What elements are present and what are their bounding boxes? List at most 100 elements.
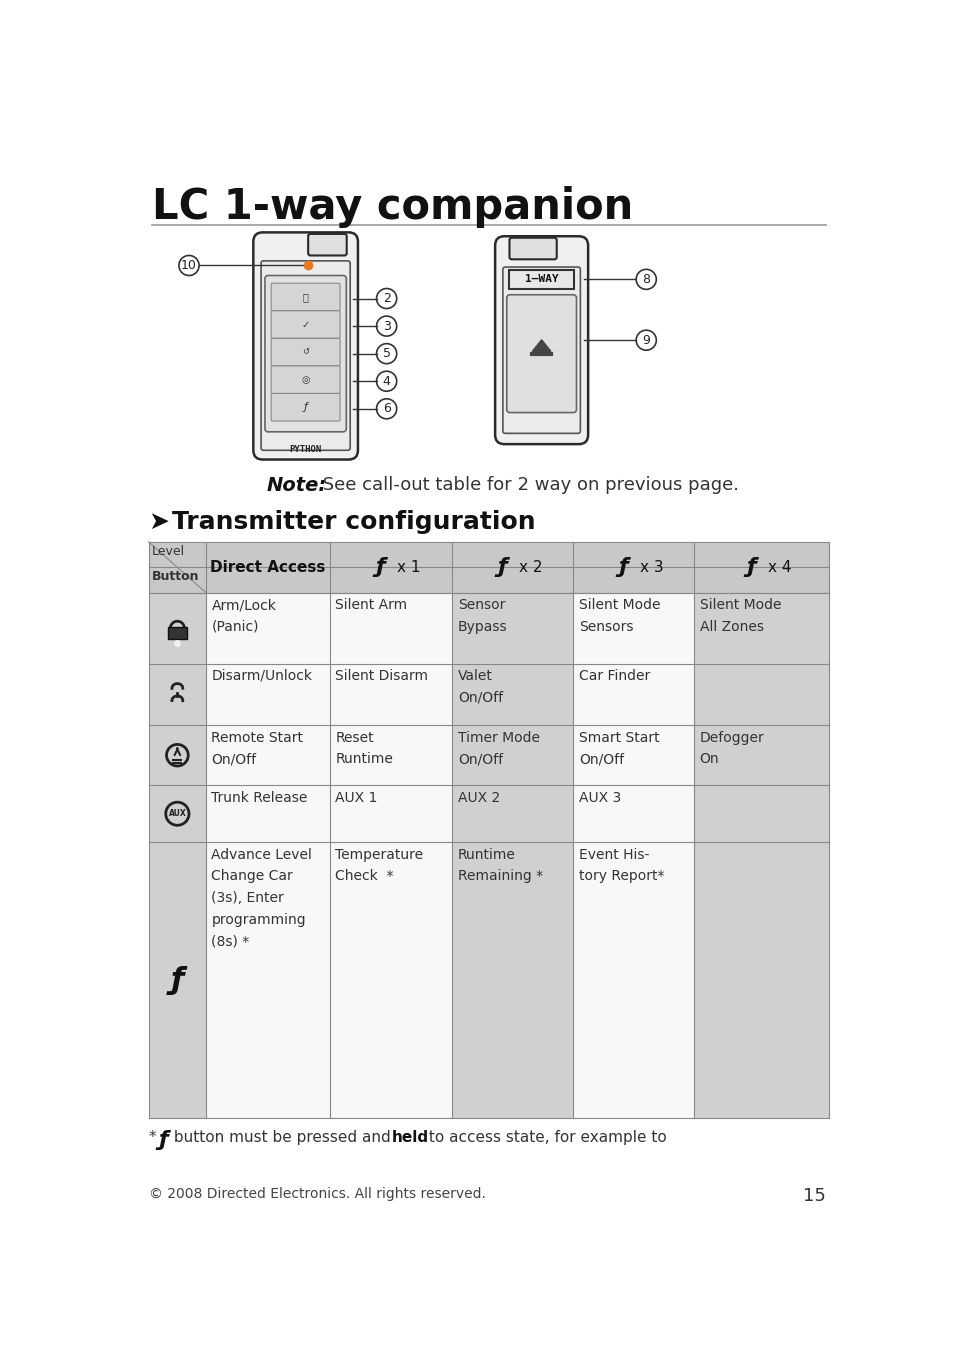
Text: ƒ: ƒ [171, 965, 184, 995]
Text: Runtime
Remaining *: Runtime Remaining * [457, 848, 542, 883]
Text: Disarm/Unlock: Disarm/Unlock [212, 669, 313, 684]
Text: Level: Level [152, 545, 185, 559]
FancyBboxPatch shape [506, 295, 576, 413]
Bar [694, 593, 828, 663]
Bar [573, 786, 694, 843]
Text: button must be pressed and: button must be pressed and [169, 1131, 395, 1146]
Text: Trunk Release: Trunk Release [212, 791, 308, 805]
Bar [330, 843, 452, 1118]
Bar [330, 786, 452, 843]
Text: Arm/Lock
(Panic): Arm/Lock (Panic) [212, 598, 276, 633]
Text: 8: 8 [641, 273, 650, 285]
Bar [206, 663, 330, 726]
Text: 15: 15 [802, 1188, 825, 1205]
Text: ƒ: ƒ [303, 402, 307, 412]
FancyBboxPatch shape [271, 283, 340, 311]
Bar [452, 726, 573, 786]
Text: x 4: x 4 [767, 560, 791, 575]
Bar [149, 843, 206, 1118]
Text: AUX 1: AUX 1 [335, 791, 377, 805]
Text: Note:: Note: [266, 477, 326, 496]
Bar [694, 663, 828, 726]
Text: ƒ: ƒ [375, 557, 385, 578]
Text: 1–WAY: 1–WAY [524, 275, 558, 284]
Bar [330, 663, 452, 726]
Text: 6: 6 [382, 402, 390, 416]
Bar [573, 726, 694, 786]
Text: Silent Disarm: Silent Disarm [335, 669, 428, 684]
Bar [149, 786, 206, 843]
Text: Timer Mode
On/Off: Timer Mode On/Off [457, 731, 539, 766]
FancyBboxPatch shape [271, 338, 340, 366]
Text: ƒ: ƒ [158, 1131, 168, 1150]
Bar [452, 593, 573, 663]
Text: LC 1-way companion: LC 1-way companion [152, 186, 633, 228]
Text: ◎: ◎ [301, 375, 310, 385]
Text: See call-out table for 2 way on previous page.: See call-out table for 2 way on previous… [316, 477, 739, 495]
FancyBboxPatch shape [495, 236, 587, 444]
Bar [206, 843, 330, 1118]
Text: 4: 4 [382, 375, 390, 387]
Text: Temperature
Check  *: Temperature Check * [335, 848, 423, 883]
Text: *: * [149, 1131, 156, 1146]
Bar [149, 663, 206, 726]
Text: x 2: x 2 [518, 560, 542, 575]
Bar [206, 593, 330, 663]
Text: x 1: x 1 [397, 560, 420, 575]
FancyBboxPatch shape [271, 366, 340, 394]
Bar [573, 843, 694, 1118]
Text: ➤: ➤ [149, 510, 170, 534]
Bar [330, 726, 452, 786]
Bar [452, 843, 573, 1118]
Bar [330, 593, 452, 663]
Text: AUX 3: AUX 3 [578, 791, 620, 805]
Text: 5: 5 [382, 347, 390, 360]
Bar [694, 726, 828, 786]
Text: Smart Start
On/Off: Smart Start On/Off [578, 731, 659, 766]
Text: Reset
Runtime: Reset Runtime [335, 731, 393, 766]
Bar [694, 786, 828, 843]
Text: PYTHON: PYTHON [289, 444, 321, 454]
Text: ƒ: ƒ [618, 557, 627, 578]
FancyBboxPatch shape [509, 238, 557, 260]
Text: Transmitter configuration: Transmitter configuration [172, 510, 535, 534]
Bar [573, 593, 694, 663]
Text: AUX 2: AUX 2 [457, 791, 499, 805]
FancyBboxPatch shape [502, 266, 579, 434]
Text: ƒ: ƒ [497, 557, 506, 578]
Polygon shape [532, 340, 550, 352]
Text: Event His-
tory Report*: Event His- tory Report* [578, 848, 663, 883]
Text: ✓: ✓ [301, 319, 310, 329]
Bar [206, 726, 330, 786]
Text: Defogger
On: Defogger On [699, 731, 763, 766]
FancyBboxPatch shape [271, 394, 340, 421]
Text: 3: 3 [382, 319, 390, 333]
Bar [573, 663, 694, 726]
Text: Silent Mode
All Zones: Silent Mode All Zones [699, 598, 781, 633]
Bar [149, 593, 206, 663]
Text: 10: 10 [181, 260, 196, 272]
Text: 9: 9 [641, 334, 650, 347]
FancyBboxPatch shape [509, 270, 574, 288]
Text: to access state, for example to: to access state, for example to [423, 1131, 666, 1146]
Text: x 3: x 3 [639, 560, 663, 575]
Text: 2: 2 [382, 292, 390, 304]
Text: Sensor
Bypass: Sensor Bypass [457, 598, 507, 633]
Text: Direct Access: Direct Access [211, 560, 325, 575]
FancyBboxPatch shape [308, 234, 346, 255]
Text: © 2008 Directed Electronics. All rights reserved.: © 2008 Directed Electronics. All rights … [149, 1188, 485, 1201]
Text: Silent Mode
Sensors: Silent Mode Sensors [578, 598, 659, 633]
FancyBboxPatch shape [265, 276, 346, 432]
Text: Car Finder: Car Finder [578, 669, 649, 684]
Bar [206, 786, 330, 843]
Text: ⚿: ⚿ [302, 292, 308, 302]
Bar [168, 626, 187, 639]
Bar [452, 663, 573, 726]
Text: Silent Arm: Silent Arm [335, 598, 407, 612]
Text: Advance Level
Change Car
(3s), Enter
programming
(8s) *: Advance Level Change Car (3s), Enter pro… [212, 848, 312, 949]
FancyBboxPatch shape [253, 232, 357, 459]
Text: held: held [392, 1131, 429, 1146]
Bar [694, 843, 828, 1118]
Bar [149, 726, 206, 786]
Text: Remote Start
On/Off: Remote Start On/Off [212, 731, 303, 766]
